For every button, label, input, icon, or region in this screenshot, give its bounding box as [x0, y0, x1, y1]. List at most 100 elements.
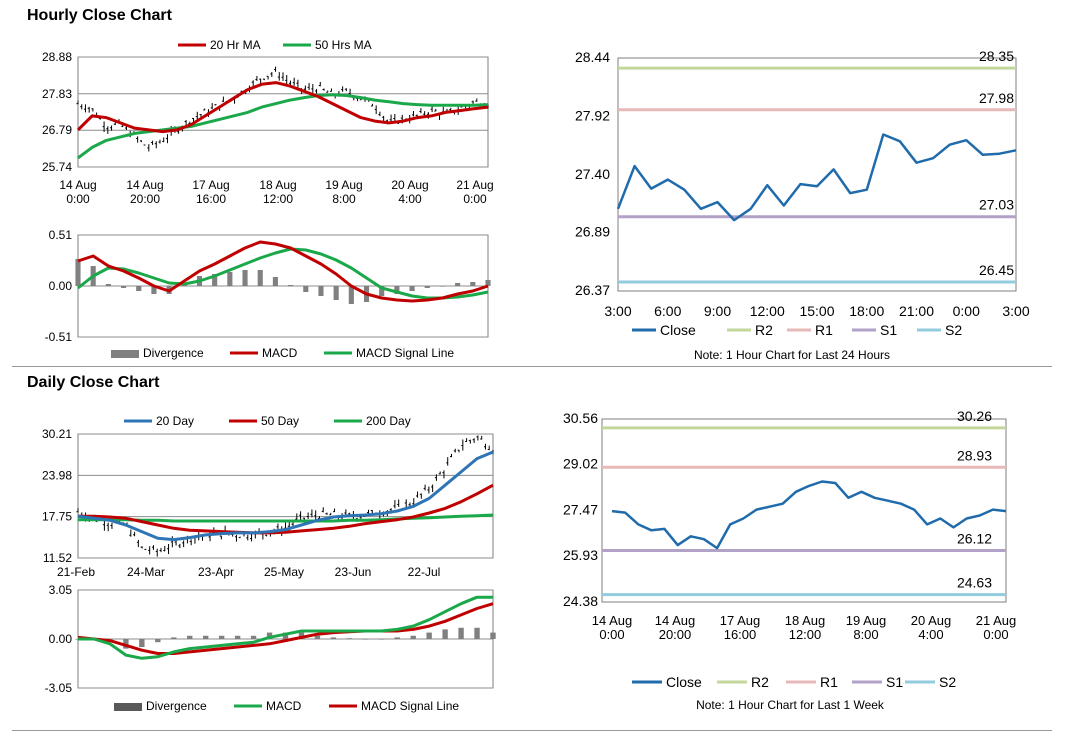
- daily-price-xtick: 23-Jun: [335, 565, 372, 579]
- daily-close-xtick: 14 Aug: [655, 613, 696, 628]
- hourly-signal-line: [77, 247, 489, 300]
- legend-hourly-r2-label: R2: [755, 322, 773, 338]
- daily-divergence-bar: [330, 637, 337, 639]
- daily-close-xtick: 0:00: [599, 627, 624, 642]
- daily-price-ytick: 23.98: [42, 468, 72, 482]
- daily-close-line: [611, 480, 1007, 550]
- hourly-divergence-bar: [151, 286, 157, 294]
- hourly-close-ytick: 27.92: [575, 108, 610, 124]
- hourly-divergence-bar: [470, 282, 476, 286]
- daily-divergence-bar: [490, 632, 496, 639]
- daily-close-ytick: 30.56: [563, 410, 598, 426]
- legend-20day-label: 20 Day: [156, 414, 194, 428]
- daily-s2-value: 24.63: [957, 575, 992, 591]
- hourly-price-xtick: 14 Aug: [126, 178, 163, 192]
- daily-divergence-bar: [442, 629, 448, 639]
- hourly-divergence-bar: [136, 286, 142, 291]
- daily-divergence-bar: [346, 638, 353, 639]
- hourly-close-xtick: 18:00: [849, 303, 884, 319]
- legend-hourly-r1-label: R1: [815, 322, 833, 338]
- hourly-price-xtick: 4:00: [398, 192, 422, 206]
- hourly-price-ytick: 27.83: [42, 87, 72, 101]
- section-divider: [12, 366, 1052, 367]
- hourly-close-note: Note: 1 Hour Chart for Last 24 Hours: [694, 348, 890, 362]
- daily-price-xtick: 25-May: [264, 565, 304, 579]
- legend-20hr-ma-label: 20 Hr MA: [210, 38, 261, 52]
- hourly-close-line: [616, 133, 1017, 222]
- daily-divergence-bar: [250, 635, 257, 639]
- hourly-price-xtick: 21 Aug: [456, 178, 493, 192]
- hourly-macd-ytick: -0.51: [45, 330, 73, 344]
- hourly-close-xtick: 3:00: [604, 303, 631, 319]
- hourly-macd-ytick: 0.00: [49, 279, 73, 293]
- hourly-price-xtick: 19 Aug: [325, 178, 362, 192]
- hourly-price-xtick: 17 Aug: [192, 178, 229, 192]
- daily-200day-line: [78, 513, 494, 523]
- daily-price-ytick: 17.75: [42, 510, 72, 524]
- hourly-divergence-bar: [242, 270, 248, 286]
- legend-50day-label: 50 Day: [261, 414, 299, 428]
- hourly-divergence-bar: [75, 259, 81, 286]
- hourly-50ma-line: [77, 93, 489, 160]
- hourly-close-xtick: 6:00: [654, 303, 681, 319]
- hourly-close-ytick: 26.89: [575, 223, 610, 239]
- hourly-price-xtick: 20:00: [130, 192, 160, 206]
- hourly-price-xtick: 12:00: [263, 192, 293, 206]
- hourly-divergence-bar: [105, 284, 111, 286]
- hourly-close-xtick: 0:00: [953, 303, 980, 319]
- daily-close-ytick: 29.02: [563, 456, 598, 472]
- daily-price-xtick: 24-Mar: [127, 565, 165, 579]
- hourly-divergence-bar: [379, 286, 385, 296]
- hourly-close-xtick: 15:00: [799, 303, 834, 319]
- daily-close-xtick: 18 Aug: [785, 613, 826, 628]
- hourly-section-title: Hourly Close Chart: [27, 7, 172, 24]
- daily-close-frame: [601, 418, 1007, 603]
- daily-price-xtick: 22-Jul: [408, 565, 441, 579]
- legend-daily-macd-label: MACD: [266, 699, 302, 713]
- daily-divergence-bar: [171, 637, 177, 639]
- daily-divergence-bar: [426, 632, 432, 639]
- daily-divergence-bar: [378, 639, 384, 640]
- daily-divergence-bar: [266, 632, 273, 639]
- hourly-close-ytick: 26.37: [575, 282, 610, 298]
- hourly-close-frame: [617, 57, 1017, 292]
- hourly-close-ytick: 27.40: [575, 166, 610, 182]
- hourly-price-ytick: 26.79: [42, 123, 72, 137]
- hourly-divergence-bar: [485, 280, 491, 286]
- legend-daily-close-label: Close: [666, 674, 702, 690]
- hourly-s1-value: 27.03: [979, 197, 1014, 213]
- daily-20day-line: [77, 450, 494, 542]
- hourly-divergence-bar: [424, 286, 430, 288]
- hourly-price-xtick: 0:00: [66, 192, 90, 206]
- hourly-divergence-bar: [272, 277, 278, 286]
- hourly-s2-value: 26.45: [979, 262, 1014, 278]
- daily-divergence-bar: [139, 639, 145, 648]
- legend-50hrs-ma-label: 50 Hrs MA: [315, 38, 372, 52]
- legend-daily-divergence-label: Divergence: [146, 699, 207, 713]
- daily-r2-value: 30.26: [957, 408, 992, 424]
- daily-close-xtick: 4:00: [918, 627, 943, 642]
- daily-close-xtick: 8:00: [853, 627, 878, 642]
- legend-hourly-divergence-swatch: [111, 350, 139, 358]
- daily-price-ytick: 30.21: [42, 427, 72, 441]
- hourly-divergence-bar: [439, 286, 446, 287]
- daily-close-xtick: 14 Aug: [592, 613, 633, 628]
- hourly-divergence-bar: [227, 272, 233, 286]
- hourly-close-xtick: 12:00: [750, 303, 785, 319]
- daily-section-title: Daily Close Chart: [27, 374, 160, 391]
- hourly-close-xtick: 3:00: [1002, 303, 1029, 319]
- daily-close-xtick: 20:00: [659, 627, 692, 642]
- daily-50day-line: [78, 483, 494, 535]
- legend-200day-label: 200 Day: [366, 414, 411, 428]
- daily-close-xtick: 20 Aug: [911, 613, 952, 628]
- legend-daily-divergence-swatch: [114, 703, 142, 711]
- legend-hourly-s1-label: S1: [880, 322, 897, 338]
- hourly-r2-value: 28.35: [979, 48, 1014, 64]
- daily-divergence-bar: [362, 639, 368, 640]
- daily-price-ytick: 11.52: [43, 551, 72, 565]
- hourly-divergence-bar: [212, 274, 218, 286]
- legend-daily-r1-label: R1: [820, 674, 838, 690]
- daily-macd-line: [78, 595, 493, 660]
- daily-close-xtick: 19 Aug: [846, 613, 887, 628]
